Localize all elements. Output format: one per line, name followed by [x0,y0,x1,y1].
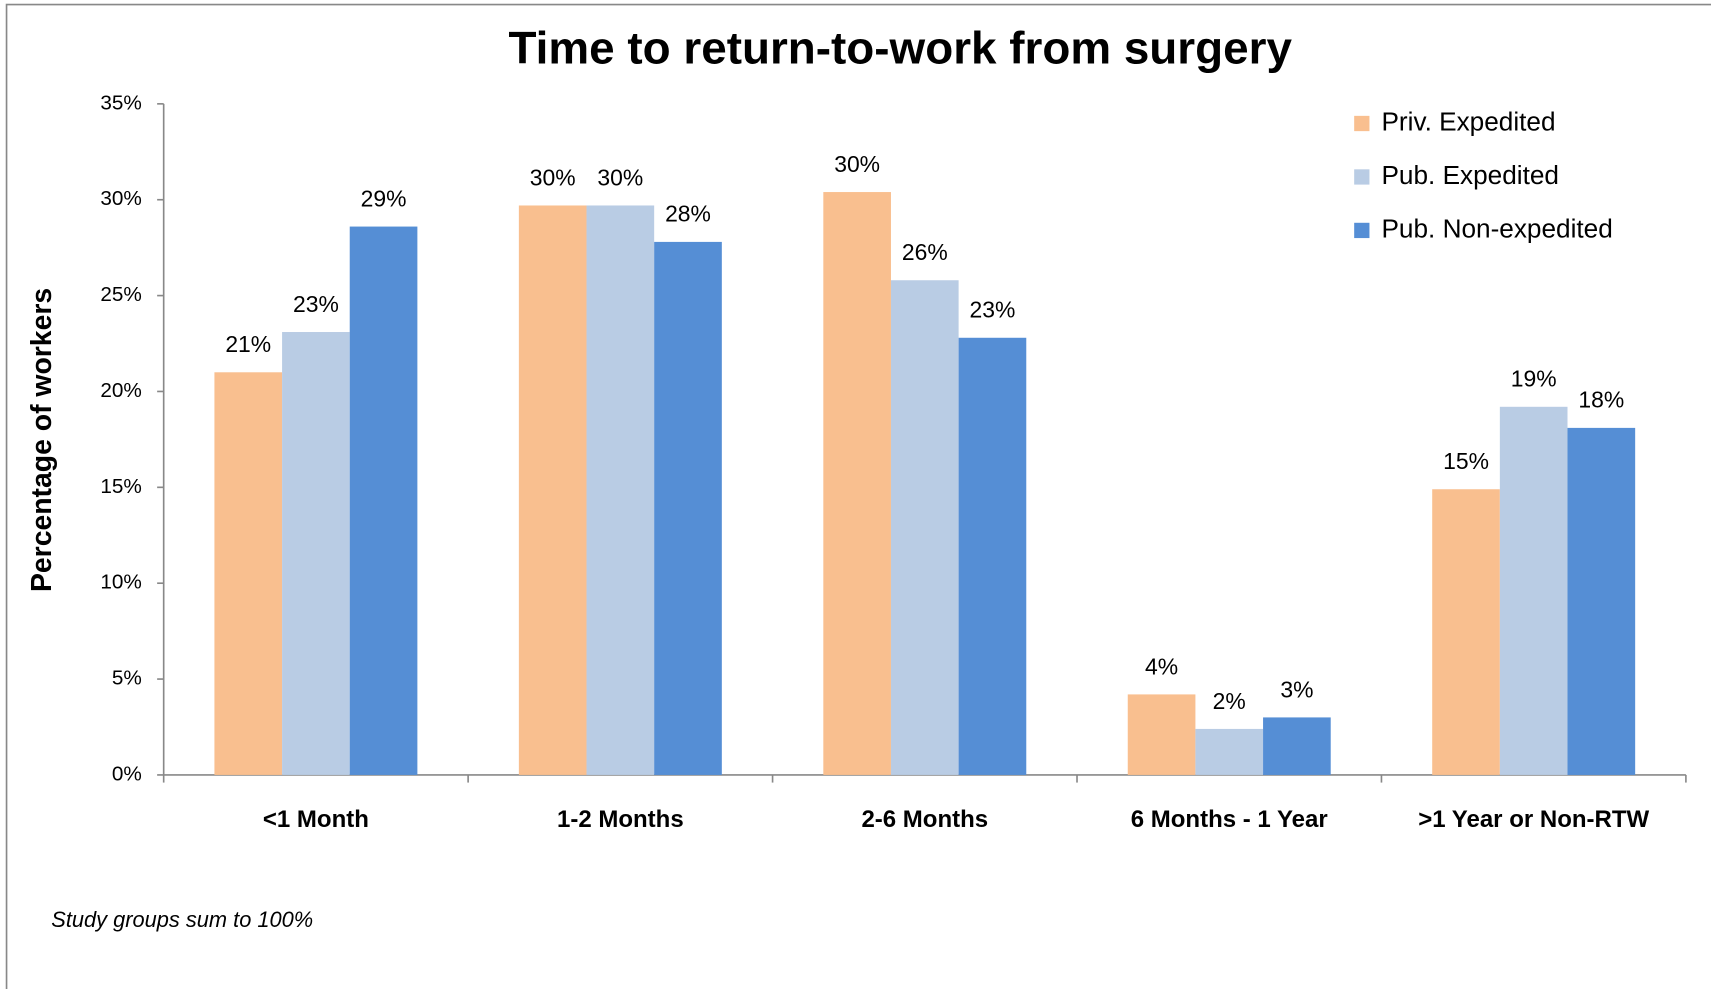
value-label: 26% [902,239,948,265]
x-tick-label: <1 Month [263,806,369,833]
bar [1263,717,1331,775]
legend-swatch [1354,169,1370,185]
bar [1567,427,1636,775]
legend-swatch [1354,222,1370,239]
bar [282,332,350,775]
bar [654,241,722,775]
value-label: 23% [970,297,1016,323]
value-label: 2% [1213,688,1246,714]
y-axis-title: Percentage of workers [26,288,58,592]
bar [958,337,1027,775]
x-tick-label: 1-2 Months [557,806,684,833]
chart-title: Time to return-to-work from surgery [509,23,1293,74]
y-tick-label: 35% [100,91,141,114]
value-label: 30% [597,164,643,190]
value-label: 28% [665,201,711,227]
bar [890,280,959,775]
value-label: 18% [1578,387,1624,413]
y-tick-label: 20% [100,379,141,402]
value-label: 23% [293,291,339,317]
legend-label: Priv. Expedited [1381,106,1555,136]
bar [518,205,587,775]
y-tick-label: 10% [100,571,141,594]
x-tick-label: 2-6 Months [861,806,988,833]
legend-swatch [1354,115,1370,132]
y-tick-label: 25% [100,283,141,306]
bar [1195,728,1264,775]
y-tick-label: 0% [112,762,142,785]
bar [1127,694,1196,775]
legend-label: Pub. Non-expedited [1381,213,1612,243]
y-tick-label: 30% [100,187,141,210]
bar [823,192,891,775]
value-label: 3% [1280,676,1313,702]
legend-label: Pub. Expedited [1381,160,1559,190]
value-label: 4% [1145,653,1178,679]
annotation: Study groups sum to 100% [51,907,313,932]
x-tick-label: 6 Months - 1 Year [1131,806,1328,833]
y-tick-label: 5% [112,667,142,690]
bar [586,205,655,775]
bar [1432,489,1500,775]
x-tick-label: >1 Year or Non-RTW [1418,806,1649,833]
bar [349,226,418,775]
value-label: 29% [361,185,407,211]
y-tick-label: 15% [100,475,141,498]
bar [214,372,283,775]
value-label: 15% [1443,448,1489,474]
value-label: 30% [834,151,880,177]
value-label: 21% [225,331,271,357]
value-label: 30% [530,164,576,190]
bar [1499,406,1568,775]
value-label: 19% [1511,366,1557,392]
